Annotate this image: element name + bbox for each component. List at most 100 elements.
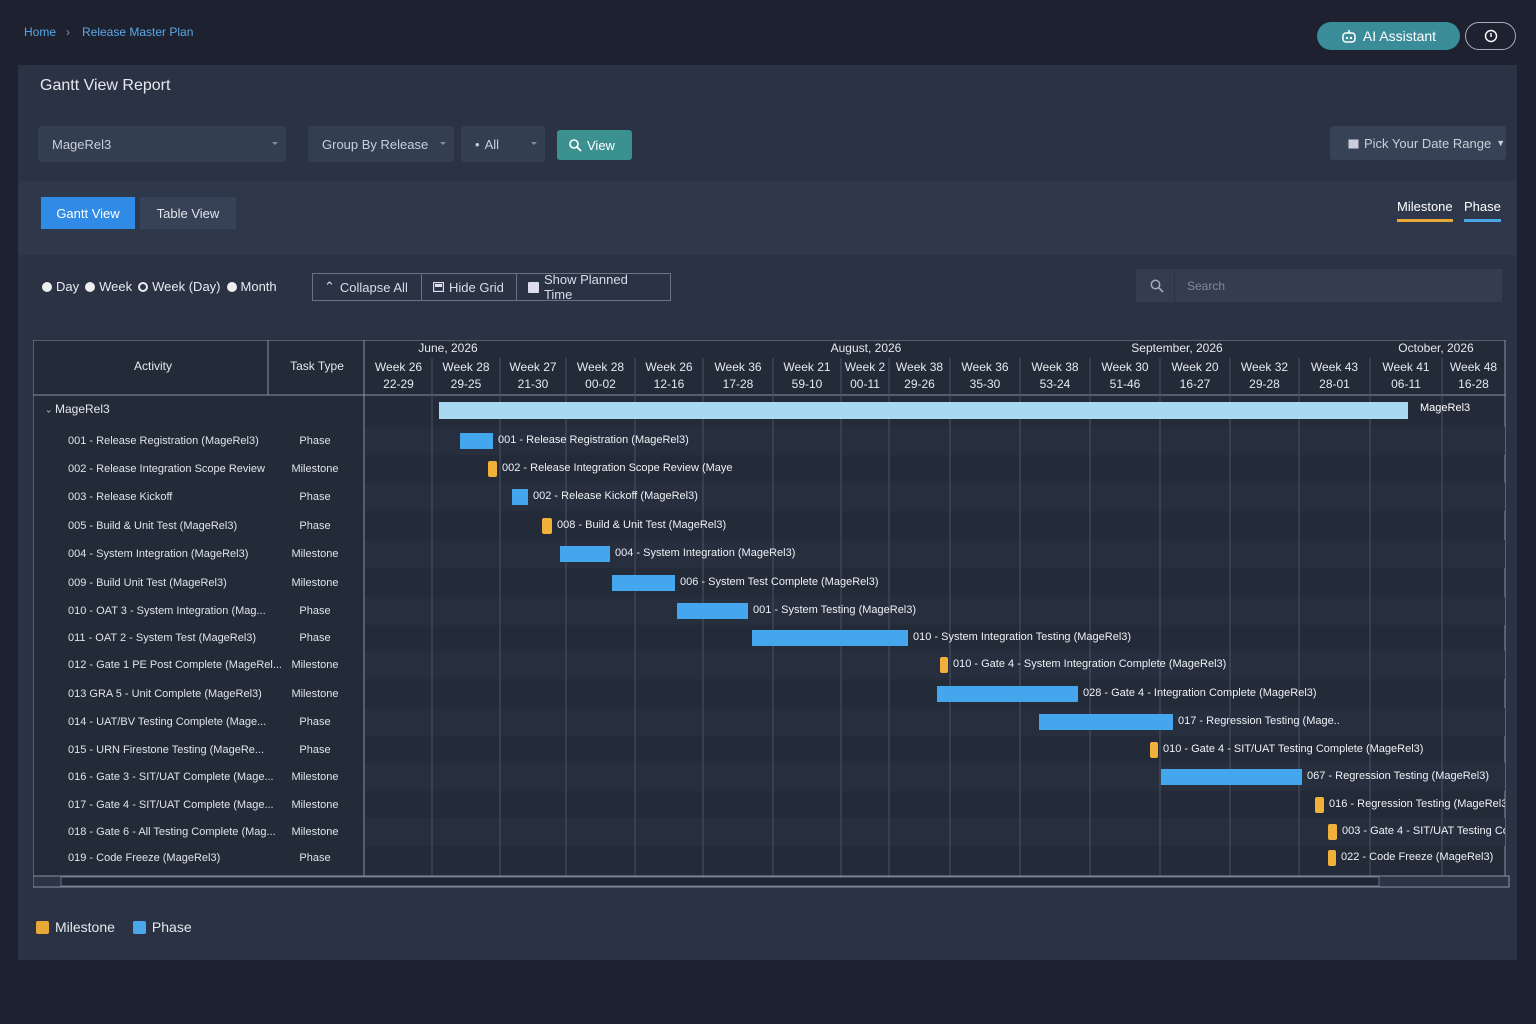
month-label: September, 2026 [1131,341,1223,355]
milestone-bar [940,657,948,673]
milestone-bar [1328,824,1337,840]
activity-name: 012 - Gate 1 PE Post Complete (MageRel..… [68,659,282,671]
week-dates: 00-11 [850,377,880,391]
row-stripe [365,651,1505,679]
phase-bar [677,603,748,619]
milestone-bar [1150,742,1158,758]
breadcrumb-current[interactable]: Release Master Plan [82,25,194,39]
activity-name: 017 - Gate 4 - SIT/UAT Complete (Mage... [68,799,274,811]
week-label: Week 28 [577,360,624,374]
row-stripe [365,540,1505,568]
milestone-bar [1315,797,1324,813]
week-label: Week 27 [509,360,556,374]
breadcrumb-home[interactable]: Home [24,25,57,39]
task-type: Phase [299,605,330,617]
activity-name: 015 - URN Firestone Testing (MageRe... [68,744,264,756]
radio-dot [85,282,96,292]
bar-label: 004 - System Integration (MageRel3) [615,547,795,559]
view-button[interactable]: View [557,130,632,160]
week-label: Week 2 [845,360,886,374]
week-dates: 21-30 [518,377,549,391]
hide-grid-button[interactable]: Hide Grid [421,273,517,301]
task-type: Milestone [291,659,338,671]
activity-name: 009 - Build Unit Test (MageRel3) [68,577,227,589]
task-type: Phase [299,632,330,644]
date-range-button[interactable]: Pick Your Date Range ▼ [1330,126,1506,160]
collapse-all-button[interactable]: ⌃ Collapse All [312,273,422,301]
activity-name: 002 - Release Integration Scope Review [68,463,265,475]
task-type: Milestone [291,771,338,783]
phase-bar [1161,769,1302,785]
task-type: Milestone [291,548,338,560]
activity-name: 010 - OAT 3 - System Integration (Mag... [68,605,266,617]
status-select[interactable]: • All [461,126,545,162]
phase-bar [752,630,908,646]
row-stripe [365,763,1505,791]
gantt-view-tab[interactable]: Gantt View [41,197,135,229]
bar-label: 010 - System Integration Testing (MageRe… [913,631,1131,643]
grid-icon [433,282,444,292]
row-stripe [365,818,1505,846]
bar-label: 002 - Release Integration Scope Review (… [502,462,733,474]
scale-option[interactable]: Month [226,279,277,294]
status-value: All [484,136,500,152]
bar-label: 010 - Gate 4 - System Integration Comple… [953,658,1226,670]
calendar-icon [1348,139,1359,148]
date-range-label: Pick Your Date Range [1364,135,1492,151]
scale-option[interactable]: Week [85,279,132,294]
caret [272,142,278,148]
show-planned-time-button[interactable]: Show Planned Time [516,272,671,302]
activity-name: 011 - OAT 2 - System Test (MageRel3) [68,632,256,644]
caret [531,142,537,148]
week-dates: 29-26 [904,377,935,391]
phase-bar [560,546,610,562]
radio-dot [138,282,149,292]
week-label: Week 38 [896,360,943,374]
activity-name: 018 - Gate 6 - All Testing Complete (Mag… [68,826,276,838]
caret: ▼ [1496,138,1506,148]
release-value: MageRel3 [52,136,112,152]
status-dot: • [475,136,480,152]
week-label: Week 48 [1450,360,1497,374]
caret [440,142,446,148]
search-box[interactable]: Search [1136,269,1502,302]
week-label: Week 41 [1382,360,1429,374]
bar-label: 067 - Regression Testing (MageRel3) [1307,770,1489,782]
bar-label: 003 - Gate 4 - SIT/UAT Testing Complete [1342,825,1513,837]
week-label: Week 20 [1171,360,1218,374]
task-type: Phase [299,744,330,756]
bar-label: 028 - Gate 4 - Integration Complete (Mag… [1083,687,1317,699]
ai-assistant-button[interactable]: AI Assistant [1317,22,1460,50]
task-type: Phase [299,716,330,728]
release-select[interactable]: MageRel3 [38,126,286,162]
week-dates: 53-24 [1040,377,1071,391]
legend-milestone: Milestone [55,919,115,935]
group-bar [439,402,1408,419]
show-planned-time-label: Show Planned Time [543,272,628,302]
week-dates: 12-16 [654,377,685,391]
breadcrumb-separator: › [66,25,70,39]
week-label: Week 36 [961,360,1008,374]
radio-dot [226,282,237,292]
scale-option[interactable]: Day [42,279,79,294]
column-header: Activity [134,359,172,373]
week-label: Week 30 [1101,360,1148,374]
week-label: Week 32 [1241,360,1288,374]
week-label: Week 21 [783,360,830,374]
view-label: View [587,137,615,153]
group-toggle: ⌄ [45,404,53,414]
info-button[interactable] [1465,22,1516,50]
scale-option[interactable]: Week (Day) [138,279,221,294]
bar-label: 008 - Build & Unit Test (MageRel3) [557,519,726,531]
table-view-tab[interactable]: Table View [140,197,236,229]
activity-name: 003 - Release Kickoff [68,491,173,503]
task-type: Milestone [291,463,338,475]
legend-swatch-milestone [36,920,49,934]
bar-label: 001 - Release Registration (MageRel3) [498,434,689,446]
week-dates: 16-27 [1180,377,1211,391]
chevron-icon: ⌃ [324,279,335,294]
group-select[interactable]: Group By Release [308,126,454,162]
month-label: August, 2026 [831,341,902,355]
bars: MageRel3 001 - Release Registration (Mage… [439,402,1513,866]
